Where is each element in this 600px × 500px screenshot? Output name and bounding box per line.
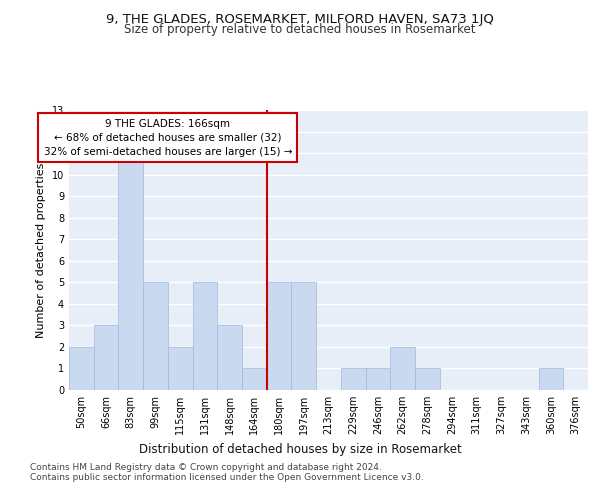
Text: Size of property relative to detached houses in Rosemarket: Size of property relative to detached ho… (124, 22, 476, 36)
Bar (217, 326, 242, 390)
Bar (365, 368, 390, 390)
Bar (292, 282, 316, 390)
Bar (193, 282, 217, 390)
Text: Contains HM Land Registry data © Crown copyright and database right 2024.: Contains HM Land Registry data © Crown c… (30, 463, 382, 472)
Bar (143, 282, 168, 390)
Text: Distribution of detached houses by size in Rosemarket: Distribution of detached houses by size … (139, 442, 461, 456)
Text: 9, THE GLADES, ROSEMARKET, MILFORD HAVEN, SA73 1JQ: 9, THE GLADES, ROSEMARKET, MILFORD HAVEN… (106, 12, 494, 26)
Bar (94, 326, 118, 390)
Bar (69, 347, 94, 390)
Bar (415, 368, 440, 390)
Bar (341, 368, 365, 390)
Y-axis label: Number of detached properties: Number of detached properties (36, 162, 46, 338)
Text: 9 THE GLADES: 166sqm
← 68% of detached houses are smaller (32)
32% of semi-detac: 9 THE GLADES: 166sqm ← 68% of detached h… (44, 118, 292, 156)
Bar (118, 153, 143, 390)
Bar (168, 347, 193, 390)
Bar (242, 368, 267, 390)
Bar (390, 347, 415, 390)
Bar (539, 368, 563, 390)
Bar (267, 282, 292, 390)
Text: Contains public sector information licensed under the Open Government Licence v3: Contains public sector information licen… (30, 473, 424, 482)
